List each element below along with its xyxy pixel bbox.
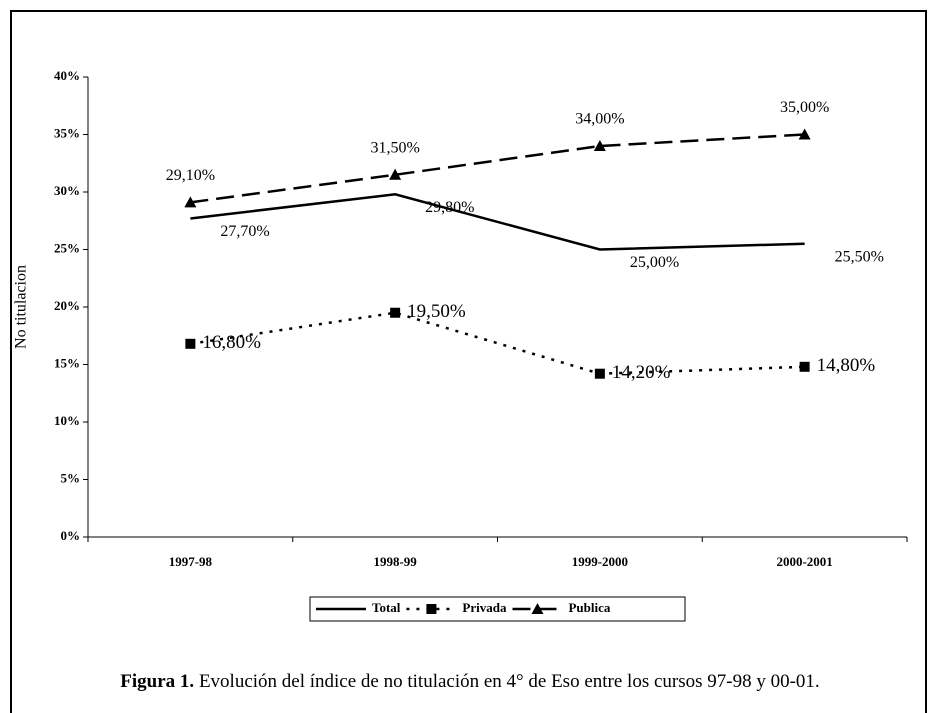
x-tick-label: 1998-99 <box>373 554 417 569</box>
y-tick-label: 30% <box>54 183 80 198</box>
y-tick-label: 10% <box>54 413 80 428</box>
series-line <box>190 193 805 251</box>
y-tick-label: 35% <box>54 125 80 140</box>
marker <box>594 368 605 379</box>
data-label: 14,20% <box>612 362 671 383</box>
data-label: 19,50% <box>407 301 466 322</box>
data-label: 16,80% <box>202 332 261 353</box>
data-label: 31,50% <box>370 139 419 156</box>
series-line <box>190 311 805 375</box>
legend-label: Total <box>372 600 401 615</box>
y-tick-label: 20% <box>54 298 80 313</box>
data-label: 25,50% <box>835 248 884 265</box>
y-tick-label: 40% <box>54 68 80 83</box>
marker <box>185 338 196 349</box>
caption: Figura 1. Evolución del índice de no tit… <box>120 671 819 692</box>
marker <box>184 196 197 208</box>
marker <box>390 307 401 318</box>
legend-label: Privada <box>462 600 507 615</box>
marker <box>531 603 544 614</box>
series-line <box>190 133 805 204</box>
x-tick-label: 1997-98 <box>169 554 213 569</box>
y-tick-label: 0% <box>61 528 81 543</box>
legend-label: Publica <box>568 600 610 615</box>
y-tick-label: 15% <box>54 355 80 370</box>
legend-box <box>309 596 686 622</box>
data-label: 14,80% <box>817 355 876 376</box>
y-tick-label: 25% <box>54 240 80 255</box>
x-tick-label: 1999-2000 <box>572 554 628 569</box>
marker <box>799 361 810 372</box>
x-tick-label: 2000-2001 <box>776 554 832 569</box>
y-axis-label: No titulacion <box>13 265 30 349</box>
data-label: 29,80% <box>425 199 474 216</box>
data-label: 27,70% <box>220 223 269 240</box>
marker <box>426 604 437 614</box>
data-label: 25,00% <box>630 254 679 271</box>
caption-text: Evolución del índice de no titulación en… <box>199 671 820 692</box>
caption-label: Figura 1. <box>120 671 194 692</box>
marker <box>389 168 402 180</box>
y-tick-label: 5% <box>61 470 81 485</box>
marker <box>798 128 811 140</box>
data-label: 35,00% <box>780 99 829 116</box>
frame <box>10 10 927 713</box>
data-label: 34,00% <box>575 111 624 128</box>
marker <box>593 140 606 151</box>
data-label: 29,10% <box>166 167 215 184</box>
